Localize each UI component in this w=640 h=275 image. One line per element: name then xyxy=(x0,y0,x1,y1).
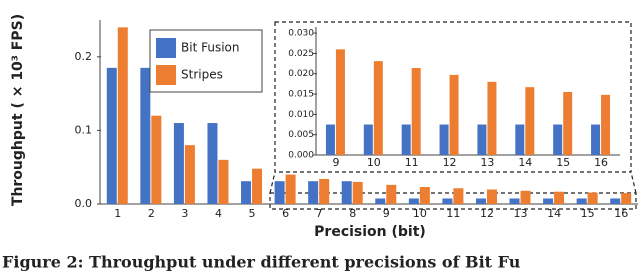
bar xyxy=(576,198,587,204)
bar xyxy=(520,190,531,204)
bar xyxy=(449,74,459,155)
x-tick-label: 6 xyxy=(282,207,289,220)
x-tick-label: 4 xyxy=(215,207,222,220)
bar xyxy=(408,198,419,204)
bar xyxy=(587,192,598,204)
bar xyxy=(411,68,421,155)
y-tick-label: 0.015 xyxy=(288,90,314,100)
x-tick-label: 7 xyxy=(316,207,323,220)
bar xyxy=(335,49,345,155)
x-tick-label: 13 xyxy=(514,207,528,220)
y-axis-title: Throughput ( × 10³ FPS) xyxy=(10,14,26,206)
x-tick-label: 12 xyxy=(443,156,457,169)
bar xyxy=(553,124,563,155)
zoom-region xyxy=(269,192,637,210)
bar xyxy=(525,87,535,155)
bar xyxy=(207,123,218,204)
bar xyxy=(252,168,263,204)
y-tick-label: 0.020 xyxy=(288,69,314,79)
bar xyxy=(591,124,601,155)
x-tick-label: 9 xyxy=(332,156,339,169)
x-tick-label: 16 xyxy=(614,207,628,220)
bar xyxy=(218,159,229,204)
bar xyxy=(285,174,296,204)
y-tick-label: 0.030 xyxy=(288,29,314,39)
bar xyxy=(352,181,363,204)
y-tick-label: 0.1 xyxy=(75,123,93,136)
legend-swatch xyxy=(156,65,176,85)
bar xyxy=(241,181,252,204)
x-tick-label: 10 xyxy=(367,156,381,169)
x-tick-label: 12 xyxy=(480,207,494,220)
x-tick-label: 15 xyxy=(556,156,570,169)
connector xyxy=(269,171,276,194)
bar xyxy=(543,198,554,204)
bar xyxy=(308,181,319,204)
x-tick-label: 5 xyxy=(249,207,256,220)
bar xyxy=(515,124,525,155)
x-tick-label: 16 xyxy=(594,156,608,169)
bar xyxy=(325,124,335,155)
x-tick-label: 13 xyxy=(480,156,494,169)
bar xyxy=(419,186,430,204)
bar xyxy=(601,94,611,155)
bar xyxy=(151,115,162,204)
y-tick-label: 0.025 xyxy=(288,49,314,59)
bar xyxy=(106,67,117,204)
y-tick-label: 0.000 xyxy=(288,151,314,161)
bar xyxy=(554,191,565,204)
bar xyxy=(140,67,151,204)
bar xyxy=(401,124,411,155)
bar xyxy=(509,198,520,204)
x-tick-label: 14 xyxy=(547,207,561,220)
bar xyxy=(621,193,632,204)
bar xyxy=(184,145,195,204)
bar xyxy=(486,189,497,204)
bar xyxy=(373,61,383,156)
x-tick-label: 3 xyxy=(181,207,188,220)
bar xyxy=(363,124,373,155)
bar xyxy=(274,181,285,204)
y-tick-label: 0.010 xyxy=(288,110,314,120)
bar xyxy=(475,198,486,204)
x-tick-label: 1 xyxy=(114,207,121,220)
legend-swatch xyxy=(156,38,176,58)
bar xyxy=(453,188,464,204)
bar xyxy=(477,124,487,155)
legend-label: Bit Fusion xyxy=(181,41,239,55)
legend: Bit Fusion Stripes xyxy=(149,29,263,93)
bar xyxy=(386,184,397,204)
caption: Figure 2: Throughput under different pre… xyxy=(2,253,521,272)
bar xyxy=(173,123,184,204)
bar xyxy=(439,124,449,155)
bar xyxy=(117,27,128,204)
bar xyxy=(442,198,453,204)
x-tick-label: 10 xyxy=(413,207,427,220)
bar xyxy=(319,178,330,204)
y-tick-label: 0.0 xyxy=(75,197,93,210)
y-tick-label: 0.2 xyxy=(75,50,93,63)
x-axis-title: Precision (bit) xyxy=(314,224,426,240)
x-tick-label: 2 xyxy=(148,207,155,220)
x-tick-label: 9 xyxy=(383,207,390,220)
x-tick-label: 15 xyxy=(581,207,595,220)
y-tick-label: 0.005 xyxy=(288,130,314,140)
bar xyxy=(341,181,352,204)
connector xyxy=(630,171,637,194)
bar xyxy=(487,81,497,155)
bar xyxy=(563,92,573,155)
bar xyxy=(375,198,386,204)
legend-label: Stripes xyxy=(181,68,223,82)
x-tick-label: 14 xyxy=(518,156,532,169)
x-tick-label: 11 xyxy=(405,156,419,169)
x-tick-label: 8 xyxy=(349,207,356,220)
x-tick-label: 11 xyxy=(446,207,460,220)
bar xyxy=(610,198,621,204)
